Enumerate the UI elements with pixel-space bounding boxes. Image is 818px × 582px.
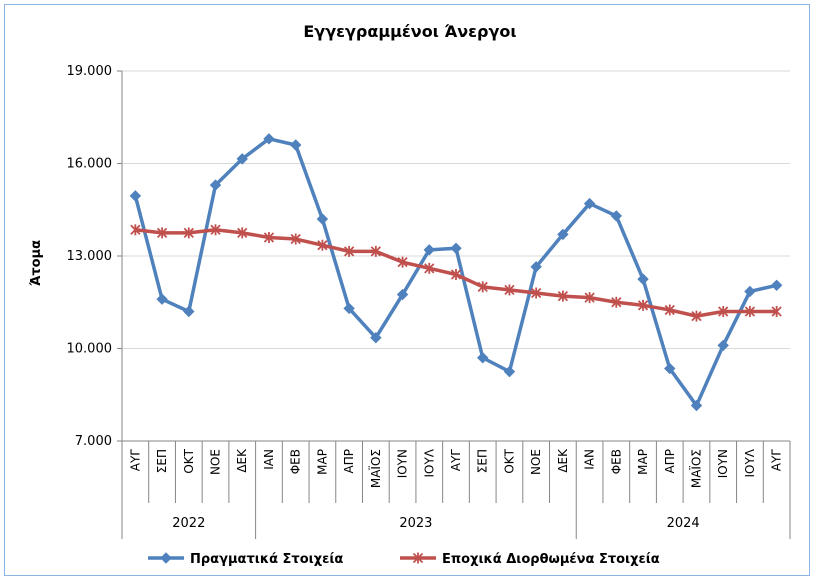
data-point (744, 306, 756, 317)
data-point (183, 227, 194, 239)
data-point (450, 269, 462, 280)
x-tick-label: ΑΠΡ (663, 449, 677, 473)
data-point (637, 299, 649, 311)
data-point (289, 139, 302, 151)
x-tick-label: ΟΚΤ (502, 448, 516, 473)
data-point (531, 287, 542, 299)
x-tick-label: ΜΑΪΟΣ (368, 449, 383, 488)
data-point (160, 552, 172, 564)
data-point (236, 153, 248, 165)
data-point (717, 339, 729, 352)
x-tick-label: ΜΑΡ (315, 449, 329, 475)
x-tick-label: ΙΟΥΝ (716, 449, 730, 478)
data-point (316, 213, 329, 225)
data-point (664, 362, 676, 375)
data-point (396, 288, 409, 301)
x-tick-label: ΔΕΚ (556, 448, 570, 473)
data-point (691, 310, 702, 322)
y-axis-label: Άτομα (29, 240, 44, 286)
data-point (664, 304, 675, 316)
data-point (263, 232, 275, 243)
x-tick-label: ΜΑΪΟΣ (688, 449, 703, 488)
series-2 (130, 224, 782, 322)
data-point (771, 306, 782, 317)
data-point (718, 306, 729, 317)
data-point (557, 290, 569, 302)
chart-title: Εγγεγραμμένοι Άνεργοι (303, 22, 516, 41)
x-tick-label: ΟΚΤ (182, 448, 196, 473)
data-point (611, 296, 622, 308)
data-point (290, 233, 301, 245)
x-tick-label: ΙΟΥΝ (396, 449, 410, 478)
x-tick-label: ΦΕΒ (609, 449, 623, 474)
data-point (770, 279, 783, 291)
data-point (477, 281, 488, 293)
data-point (183, 305, 195, 318)
x-tick-label: ΑΥΓ (449, 449, 463, 472)
x-tick-label: ΙΑΝ (583, 449, 597, 470)
data-point (503, 365, 516, 378)
legend-item: Πραγματικά Στοιχεία (148, 552, 343, 567)
data-point (610, 210, 623, 222)
data-point (156, 227, 168, 239)
legend-item: Εποχικά Διορθωμένα Στοιχεία (400, 552, 660, 567)
x-tick-label: ΑΥΓ (770, 449, 784, 472)
y-tick-label: 19.000 (67, 64, 113, 79)
x-tick-label: ΑΥΓ (128, 449, 142, 472)
series-1 (129, 133, 783, 412)
x-tick-label: ΝΟΕ (529, 449, 543, 475)
data-point (477, 352, 489, 364)
x-axis: ΑΥΓ ΣΕΠ ΟΚΤ ΝΟΕ ΔΕΚ ΙΑΝ ΦΕΒ ΜΑΡ ΑΠΡ ΜΑΪΟΣ ΙΟΥΝ ΙΟΥΛ… (121, 71, 791, 539)
data-point (637, 273, 649, 285)
x-tick-label: ΝΟΕ (209, 449, 223, 475)
data-point (557, 228, 569, 241)
year-label: 2022 (172, 516, 205, 531)
x-tick-label: ΜΑΡ (636, 449, 650, 475)
y-tick-label: 7.000 (75, 434, 112, 449)
year-label: 2024 (667, 516, 700, 531)
data-point (210, 224, 221, 236)
data-point (690, 399, 703, 412)
data-point (584, 292, 595, 304)
data-point (237, 227, 248, 239)
data-point (397, 256, 408, 268)
data-point (423, 244, 435, 256)
data-point (317, 239, 328, 251)
data-point (370, 332, 382, 344)
legend-label: Πραγματικά Στοιχεία (190, 552, 343, 567)
data-point (263, 133, 275, 145)
legend-label: Εποχικά Διορθωμένα Στοιχεία (442, 552, 660, 567)
data-point (450, 242, 462, 254)
x-tick-label: ΙΟΥΛ (422, 448, 436, 477)
x-tick-label: ΦΕΒ (289, 449, 303, 474)
y-axis-ticks: 7.000 10.000 13.000 16.000 19.000 (67, 64, 122, 449)
x-tick-label: ΙΑΝ (262, 449, 276, 470)
x-tick-label: ΔΕΚ (235, 448, 249, 473)
legend: Πραγματικά Στοιχεία Εποχικά Διορθωμένα Στ… (148, 552, 660, 567)
data-point (530, 261, 542, 273)
x-tick-label: ΑΠΡ (342, 449, 356, 473)
data-point (209, 179, 222, 191)
gridlines (122, 70, 790, 349)
y-tick-label: 16.000 (67, 157, 113, 172)
x-tick-label: ΣΕΠ (476, 449, 490, 473)
data-point (504, 284, 515, 296)
data-point (412, 552, 424, 564)
year-label: 2023 (399, 516, 432, 531)
data-point (156, 293, 168, 305)
data-point (129, 190, 142, 202)
data-point (343, 302, 355, 315)
data-point (744, 285, 756, 298)
x-tick-label: ΣΕΠ (155, 449, 169, 473)
y-tick-label: 10.000 (67, 342, 113, 357)
data-point (583, 197, 596, 210)
x-tick-label: ΙΟΥΛ (743, 448, 757, 477)
series-group (129, 133, 783, 412)
data-point (130, 224, 141, 236)
data-point (424, 262, 435, 274)
data-point (343, 245, 355, 257)
y-tick-label: 13.000 (67, 249, 113, 264)
data-point (370, 245, 381, 257)
